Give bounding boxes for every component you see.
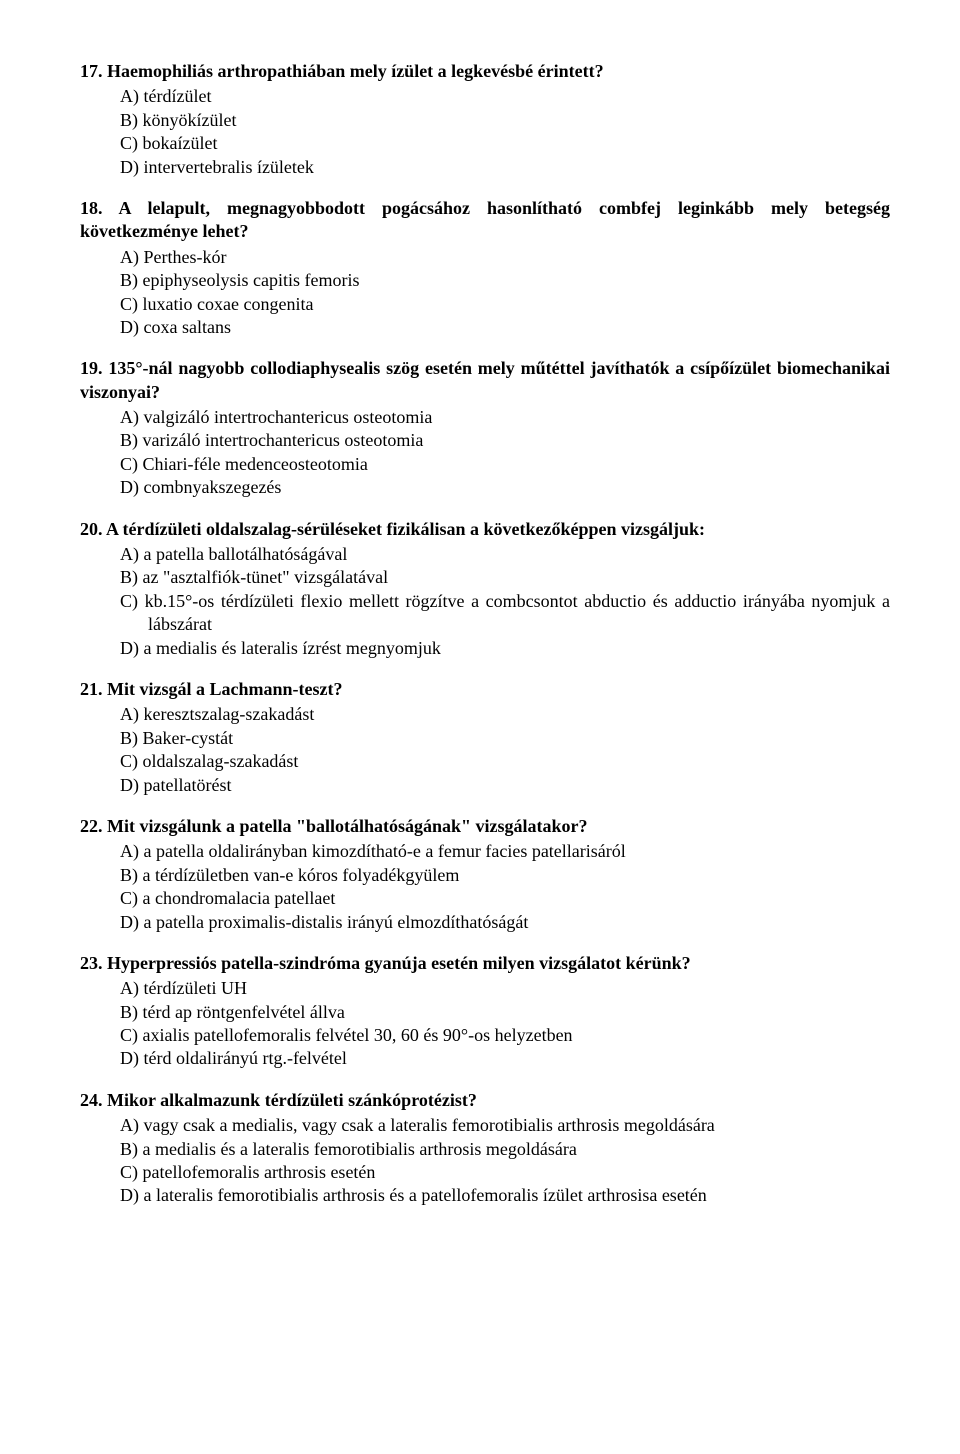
option-item: D) a patella proximalis-distalis irányú … [120, 911, 890, 934]
option-item: A) Perthes-kór [120, 246, 890, 269]
question-title: 135°-nál nagyobb collodiaphysealis szög … [80, 358, 890, 401]
question-block: 19. 135°-nál nagyobb collodiaphysealis s… [80, 357, 890, 499]
option-item: B) Baker-cystát [120, 727, 890, 750]
option-item: B) varizáló intertrochantericus osteotom… [120, 429, 890, 452]
question-title: Hyperpressiós patella-szindróma gyanúja … [103, 953, 691, 973]
option-item: C) a chondromalacia patellaet [120, 887, 890, 910]
question-text: 20. A térdízületi oldalszalag-sérüléseke… [80, 518, 890, 541]
option-item: B) térd ap röntgenfelvétel állva [120, 1001, 890, 1024]
options-list: A) térdízületB) könyökízületC) bokaízüle… [120, 85, 890, 179]
option-item: C) Chiari-féle medenceosteotomia [120, 453, 890, 476]
question-text: 19. 135°-nál nagyobb collodiaphysealis s… [80, 357, 890, 404]
question-number: 23. [80, 953, 103, 973]
question-number: 17. [80, 61, 103, 81]
question-text: 22. Mit vizsgálunk a patella "ballotálha… [80, 815, 890, 838]
options-list: A) a patella oldalirányban kimozdítható-… [120, 840, 890, 934]
question-block: 18. A lelapult, megnagyobbodott pogácsáh… [80, 197, 890, 339]
option-item: D) a medialis és lateralis ízrést megnyo… [120, 637, 890, 660]
question-title: A lelapult, megnagyobbodott pogácsához h… [80, 198, 890, 241]
option-item: D) patellatörést [120, 774, 890, 797]
option-item: D) a lateralis femorotibialis arthrosis … [120, 1184, 890, 1207]
question-number: 19. [80, 358, 103, 378]
question-text: 18. A lelapult, megnagyobbodott pogácsáh… [80, 197, 890, 244]
option-item: A) valgizáló intertrochantericus osteoto… [120, 406, 890, 429]
question-title: Mit vizsgál a Lachmann-teszt? [103, 679, 343, 699]
question-number: 20. [80, 519, 103, 539]
question-text: 24. Mikor alkalmazunk térdízületi szánkó… [80, 1089, 890, 1112]
option-item: C) bokaízület [120, 132, 890, 155]
option-item: B) könyökízület [120, 109, 890, 132]
option-item: B) a medialis és a lateralis femorotibia… [120, 1138, 890, 1161]
options-list: A) valgizáló intertrochantericus osteoto… [120, 406, 890, 500]
option-item: D) térd oldalirányú rtg.-felvétel [120, 1047, 890, 1070]
question-block: 22. Mit vizsgálunk a patella "ballotálha… [80, 815, 890, 934]
question-block: 21. Mit vizsgál a Lachmann-teszt?A) kere… [80, 678, 890, 797]
option-item: C) oldalszalag-szakadást [120, 750, 890, 773]
option-item: C) axialis patellofemoralis felvétel 30,… [120, 1024, 890, 1047]
question-text: 21. Mit vizsgál a Lachmann-teszt? [80, 678, 890, 701]
option-item: B) epiphyseolysis capitis femoris [120, 269, 890, 292]
option-item: C) luxatio coxae congenita [120, 293, 890, 316]
question-title: Mikor alkalmazunk térdízületi szánkóprot… [103, 1090, 477, 1110]
question-title: Haemophiliás arthropathiában mely ízület… [103, 61, 604, 81]
options-list: A) keresztszalag-szakadástB) Baker-cystá… [120, 703, 890, 797]
options-list: A) a patella ballotálhatóságávalB) az "a… [120, 543, 890, 660]
question-block: 24. Mikor alkalmazunk térdízületi szánkó… [80, 1089, 890, 1208]
options-list: A) vagy csak a medialis, vagy csak a lat… [120, 1114, 890, 1208]
question-number: 24. [80, 1090, 103, 1110]
option-item: C) kb.15°-os térdízületi flexio mellett … [120, 590, 890, 637]
option-item: A) a patella ballotálhatóságával [120, 543, 890, 566]
option-item: A) térdízület [120, 85, 890, 108]
question-number: 22. [80, 816, 103, 836]
option-item: A) térdízületi UH [120, 977, 890, 1000]
question-number: 18. [80, 198, 103, 218]
option-item: A) keresztszalag-szakadást [120, 703, 890, 726]
option-item: D) coxa saltans [120, 316, 890, 339]
question-title: A térdízületi oldalszalag-sérüléseket fi… [103, 519, 705, 539]
question-title: Mit vizsgálunk a patella "ballotálhatósá… [103, 816, 588, 836]
question-number: 21. [80, 679, 103, 699]
option-item: A) vagy csak a medialis, vagy csak a lat… [120, 1114, 890, 1137]
question-block: 17. Haemophiliás arthropathiában mely íz… [80, 60, 890, 179]
option-item: B) az "asztalfiók-tünet" vizsgálatával [120, 566, 890, 589]
question-block: 20. A térdízületi oldalszalag-sérüléseke… [80, 518, 890, 660]
option-item: D) combnyakszegezés [120, 476, 890, 499]
question-block: 23. Hyperpressiós patella-szindróma gyan… [80, 952, 890, 1071]
options-list: A) Perthes-kórB) epiphyseolysis capitis … [120, 246, 890, 340]
option-item: C) patellofemoralis arthrosis esetén [120, 1161, 890, 1184]
question-text: 17. Haemophiliás arthropathiában mely íz… [80, 60, 890, 83]
question-text: 23. Hyperpressiós patella-szindróma gyan… [80, 952, 890, 975]
option-item: A) a patella oldalirányban kimozdítható-… [120, 840, 890, 863]
option-item: B) a térdízületben van-e kóros folyadékg… [120, 864, 890, 887]
option-item: D) intervertebralis ízületek [120, 156, 890, 179]
options-list: A) térdízületi UHB) térd ap röntgenfelvé… [120, 977, 890, 1071]
